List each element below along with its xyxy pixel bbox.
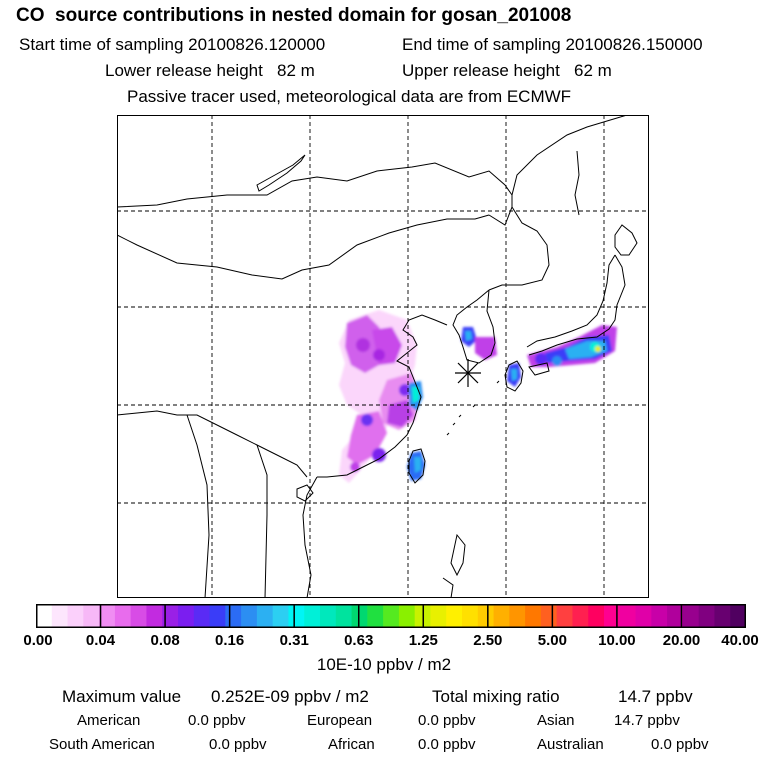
region-value: 0.0 ppbv bbox=[651, 736, 709, 753]
colorbar-cell bbox=[36, 604, 53, 628]
start-time-label: Start time of sampling 20100826.120000 bbox=[19, 35, 326, 54]
colorbar-cell bbox=[682, 604, 700, 628]
asterisk-icon bbox=[455, 359, 481, 387]
map-frame bbox=[117, 115, 649, 598]
colorbar-cell bbox=[146, 604, 163, 628]
page-title: CO source contributions in nested domain… bbox=[16, 5, 572, 26]
colorbar-cell bbox=[619, 604, 637, 628]
colorbar-cell bbox=[288, 604, 305, 628]
colorbar-tick-label: 20.00 bbox=[662, 632, 701, 649]
colorbar-cell bbox=[367, 604, 384, 628]
colorbar-cell bbox=[446, 604, 463, 628]
tracer-note: Passive tracer used, meteorological data… bbox=[127, 87, 572, 106]
colorbar-tick-label: 5.00 bbox=[537, 632, 567, 649]
region-name: Asian bbox=[537, 712, 575, 729]
region-name: South American bbox=[49, 736, 155, 753]
upper-release-label: Upper release height 62 m bbox=[402, 61, 612, 80]
colorbar-cell bbox=[714, 604, 731, 628]
colorbar-cell bbox=[51, 604, 69, 628]
region-value: 0.0 ppbv bbox=[418, 712, 476, 729]
colorbar-cell bbox=[556, 604, 574, 628]
region-value: 14.7 ppbv bbox=[614, 712, 680, 729]
concentration-field bbox=[339, 310, 617, 483]
max-value: 0.252E-09 ppbv / m2 bbox=[211, 687, 369, 706]
colorbar-cell bbox=[83, 604, 100, 628]
colorbar-cell bbox=[493, 604, 510, 628]
colorbar-cell bbox=[335, 604, 353, 628]
colorbar-cell bbox=[525, 604, 542, 628]
colorbar-tick-label: 0.31 bbox=[279, 632, 309, 649]
colorbar-tick-label: 0.16 bbox=[214, 632, 245, 649]
colorbar-cell bbox=[588, 604, 605, 628]
colorbar-cell bbox=[383, 604, 400, 628]
colorbar-cell bbox=[651, 604, 668, 628]
colorbar-cell bbox=[430, 604, 447, 628]
colorbar-cell bbox=[698, 604, 716, 628]
colorbar-cell bbox=[162, 604, 179, 628]
colorbar-cell bbox=[256, 604, 274, 628]
colorbar-cell bbox=[114, 604, 132, 628]
colorbar-cell bbox=[572, 604, 589, 628]
colorbar-cell bbox=[462, 604, 479, 628]
colorbar-cell bbox=[635, 604, 652, 628]
colorbar-cell bbox=[67, 604, 84, 628]
colorbar-cell bbox=[241, 604, 258, 628]
colorbar-tick-label: 0.04 bbox=[85, 632, 116, 649]
colorbar-cell bbox=[225, 604, 242, 628]
colorbar-cell bbox=[209, 604, 226, 628]
lat-lon-grid bbox=[117, 115, 649, 598]
colorbar-cell bbox=[193, 604, 211, 628]
colorbar-units: 10E-10 ppbv / m2 bbox=[316, 655, 452, 674]
colorbar-cell bbox=[604, 604, 621, 628]
coastlines bbox=[117, 115, 638, 598]
colorbar bbox=[36, 604, 746, 628]
region-name: European bbox=[307, 712, 373, 729]
colorbar-tick-label: 10.00 bbox=[598, 632, 636, 649]
colorbar-cell bbox=[130, 604, 148, 628]
region-name: American bbox=[77, 712, 141, 729]
colorbar-tick-label: 0.08 bbox=[150, 632, 180, 649]
colorbar-cell bbox=[540, 604, 558, 628]
region-value: 0.0 ppbv bbox=[188, 712, 246, 729]
colorbar-tick-label: 0.63 bbox=[344, 632, 374, 649]
max-value-label: Maximum value bbox=[62, 687, 182, 706]
region-value: 0.0 ppbv bbox=[418, 736, 476, 753]
colorbar-tick-label: 2.50 bbox=[473, 632, 503, 649]
region-name: African bbox=[328, 736, 375, 753]
end-time-label: End time of sampling 20100826.150000 bbox=[402, 35, 703, 54]
colorbar-tick-label: 0.00 bbox=[23, 632, 53, 649]
colorbar-cell bbox=[730, 604, 746, 628]
region-value: 0.0 ppbv bbox=[209, 736, 267, 753]
total-mixing-label: Total mixing ratio bbox=[432, 687, 560, 706]
total-mixing-value: 14.7 ppbv bbox=[618, 687, 693, 706]
colorbar-cell bbox=[667, 604, 684, 628]
colorbar-tick-label: 40.00 bbox=[721, 632, 759, 649]
colorbar-cell bbox=[272, 604, 290, 628]
colorbar-cell bbox=[99, 604, 116, 628]
colorbar-cell bbox=[320, 604, 337, 628]
colorbar-cell bbox=[398, 604, 416, 628]
colorbar-cell bbox=[509, 604, 526, 628]
map-panel bbox=[117, 115, 649, 598]
colorbar-cell bbox=[477, 604, 495, 628]
colorbar-cell bbox=[351, 604, 368, 628]
region-name: Australian bbox=[537, 736, 604, 753]
colorbar-cell bbox=[304, 604, 321, 628]
lower-release-label: Lower release height 82 m bbox=[105, 61, 315, 80]
colorbar-cell bbox=[178, 604, 195, 628]
colorbar-tick-label: 1.25 bbox=[408, 632, 438, 649]
